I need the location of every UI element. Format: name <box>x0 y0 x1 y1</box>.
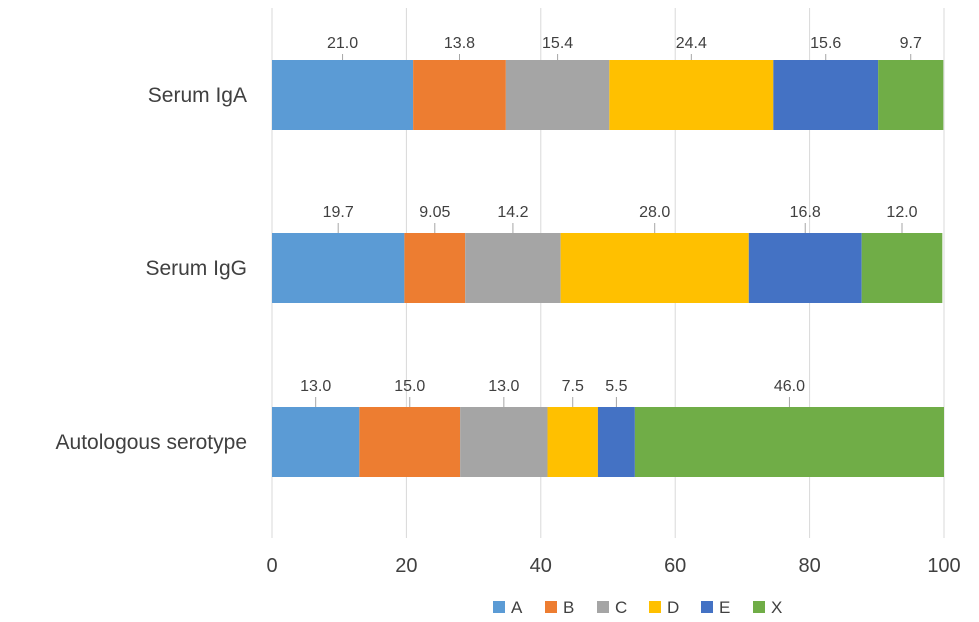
data-label-autologous-serotype-x: 46.0 <box>774 378 805 395</box>
category-label-serum-iga: Serum IgA <box>148 84 247 107</box>
leader-lines <box>315 54 912 407</box>
category-label-autologous-serotype: Autologous serotype <box>56 431 247 454</box>
bar-serum-igg-b <box>404 233 466 303</box>
legend-item-b: B <box>545 598 574 617</box>
bar-serum-iga-c <box>505 60 610 130</box>
data-label-serum-iga-x: 9.7 <box>900 35 922 52</box>
legend-item-x: X <box>753 598 782 617</box>
legend-item-c: C <box>597 598 627 617</box>
legend-swatch-b <box>545 601 557 613</box>
data-label-serum-igg-b: 9.05 <box>419 204 450 221</box>
x-tick-label-0: 0 <box>266 555 277 577</box>
legend-item-d: D <box>649 598 679 617</box>
bar-serum-iga-d <box>609 60 774 130</box>
category-label-serum-igg: Serum IgG <box>145 257 247 280</box>
data-labels: 21.0 13.8 15.4 24.4 15.6 9.7 19.7 9.05 14.2 28.0 1… <box>300 35 922 395</box>
data-label-autologous-serotype-e: 5.5 <box>605 378 627 395</box>
data-label-serum-iga-c: 15.4 <box>542 35 573 52</box>
data-label-serum-iga-a: 21.0 <box>327 35 358 52</box>
bar-autologous-serotype-c <box>460 407 548 477</box>
x-tick-label-60: 60 <box>664 555 686 577</box>
x-tick-label-80: 80 <box>798 555 820 577</box>
legend-swatch-a <box>493 601 505 613</box>
data-label-autologous-serotype-b: 15.0 <box>394 378 425 395</box>
x-tick-labels: 0 20 40 60 80 100 <box>266 555 960 577</box>
bar-segments <box>272 60 944 477</box>
data-label-serum-igg-a: 19.7 <box>323 204 354 221</box>
data-label-serum-igg-c: 14.2 <box>497 204 528 221</box>
data-label-serum-iga-b: 13.8 <box>444 35 475 52</box>
data-label-autologous-serotype-d: 7.5 <box>562 378 584 395</box>
bar-serum-igg-x <box>861 233 943 303</box>
legend-label-c: C <box>615 598 627 617</box>
bar-serum-igg-d <box>560 233 749 303</box>
legend-label-d: D <box>667 598 679 617</box>
bar-autologous-serotype-e <box>597 407 635 477</box>
data-label-autologous-serotype-c: 13.0 <box>488 378 519 395</box>
data-label-serum-igg-e: 16.8 <box>790 204 821 221</box>
legend-label-a: A <box>511 598 523 617</box>
bar-serum-igg-a <box>272 233 405 303</box>
data-label-serum-iga-e: 15.6 <box>810 35 841 52</box>
x-tick-label-20: 20 <box>395 555 417 577</box>
bar-serum-iga-b <box>413 60 506 130</box>
bar-serum-igg-e <box>748 233 862 303</box>
bar-serum-iga-x <box>878 60 944 130</box>
legend-label-e: E <box>719 598 730 617</box>
legend-swatch-c <box>597 601 609 613</box>
x-tick-label-40: 40 <box>530 555 552 577</box>
bar-autologous-serotype-a <box>272 407 360 477</box>
data-label-serum-igg-x: 12.0 <box>886 204 917 221</box>
legend-label-x: X <box>771 598 782 617</box>
legend-item-a: A <box>493 598 523 617</box>
x-tick-label-100: 100 <box>927 555 960 577</box>
bar-autologous-serotype-x <box>634 407 944 477</box>
legend-label-b: B <box>563 598 574 617</box>
bar-serum-iga-a <box>272 60 414 130</box>
category-labels: Serum IgA Serum IgG Autologous serotype <box>56 84 247 454</box>
bar-autologous-serotype-b <box>359 407 461 477</box>
legend-item-e: E <box>701 598 730 617</box>
data-label-serum-iga-d: 24.4 <box>676 35 707 52</box>
legend-swatch-d <box>649 601 661 613</box>
bar-autologous-serotype-d <box>547 407 598 477</box>
legend-swatch-e <box>701 601 713 613</box>
data-label-serum-igg-d: 28.0 <box>639 204 670 221</box>
data-label-autologous-serotype-a: 13.0 <box>300 378 331 395</box>
legend-swatch-x <box>753 601 765 613</box>
bar-serum-iga-e <box>773 60 879 130</box>
bar-serum-igg-c <box>465 233 561 303</box>
